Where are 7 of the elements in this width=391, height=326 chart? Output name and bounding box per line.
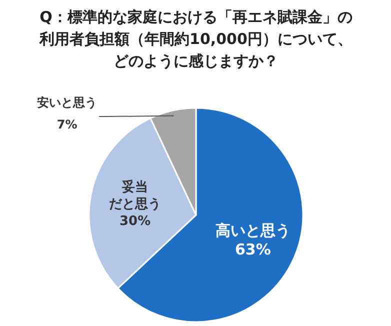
chart-title: Q：標準的な家庭における「再エネ賦課金」の利用者負担額（年間約10,000円）について、どのように感じますか？ (38, 8, 352, 70)
slice-label: 高いと思う (215, 221, 290, 240)
data-label: 63% (235, 240, 271, 258)
slice-label: 安いと思う (37, 96, 98, 110)
slice-label: 妥当だと思う (109, 178, 162, 212)
data-label: 30% (119, 214, 151, 229)
data-label: 7% (56, 118, 78, 132)
